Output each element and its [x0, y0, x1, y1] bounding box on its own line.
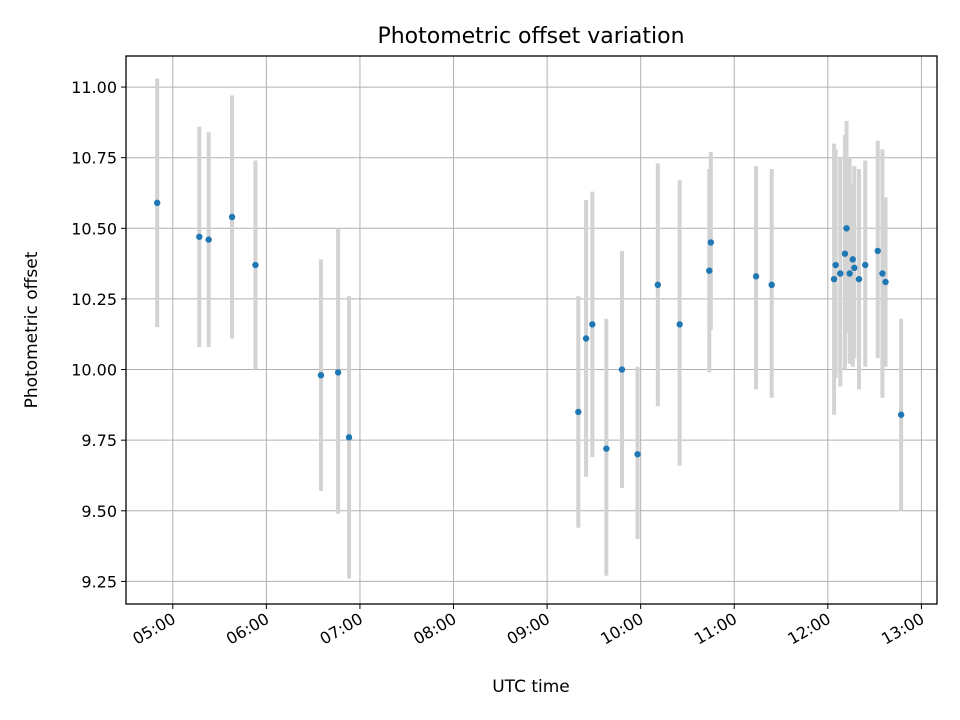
x-tick-label: 05:00: [129, 609, 178, 649]
data-point: [334, 369, 342, 376]
data-point: [851, 264, 858, 272]
data-point: [843, 225, 850, 232]
y-tick-label: 10.25: [71, 290, 117, 309]
data-point: [874, 247, 881, 255]
x-tick-label: 13:00: [878, 609, 927, 649]
data-point: [830, 275, 838, 283]
data-point: [228, 213, 236, 221]
y-tick-label: 9.25: [81, 572, 117, 591]
data-point: [897, 411, 905, 418]
y-tick-label: 10.75: [71, 149, 117, 168]
data-point: [846, 270, 853, 277]
data-point: [862, 261, 869, 269]
errorbar-layer: [155, 78, 904, 579]
data-point: [196, 233, 203, 240]
x-tick-label: 11:00: [691, 609, 740, 649]
data-point: [582, 335, 590, 342]
y-tick-label: 10.00: [71, 361, 117, 380]
x-tick-label: 10:00: [597, 609, 646, 649]
y-axis-label: Photometric offset: [22, 251, 42, 408]
chart-title: Photometric offset variation: [377, 24, 684, 49]
x-tick-label: 09:00: [504, 609, 553, 649]
data-point: [317, 371, 325, 379]
x-tick-label: 07:00: [317, 609, 366, 649]
data-point: [768, 281, 775, 289]
plot-frame: [125, 55, 938, 605]
data-point: [603, 445, 610, 452]
data-point: [654, 281, 662, 289]
data-point: [706, 267, 713, 274]
data-point: [841, 250, 849, 257]
data-point: [879, 270, 886, 277]
data-point: [676, 321, 683, 328]
data-point: [153, 199, 161, 207]
data-point: [345, 434, 353, 441]
data-point: [752, 273, 760, 280]
x-axis-label: UTC time: [492, 677, 570, 697]
x-tick-label: 06:00: [223, 609, 272, 649]
x-tick-label: 08:00: [410, 609, 459, 649]
data-point: [575, 408, 582, 416]
data-point: [849, 256, 856, 263]
data-point: [855, 275, 863, 283]
data-point: [882, 278, 889, 286]
x-tick-label: 12:00: [784, 609, 833, 649]
data-point: [837, 270, 844, 277]
data-point: [252, 261, 259, 269]
y-tick-label: 9.50: [81, 502, 117, 521]
data-point: [618, 366, 626, 373]
y-tick-label: 10.50: [71, 219, 117, 238]
data-point: [589, 321, 596, 328]
point-layer: [153, 199, 905, 458]
y-tick-label: 9.75: [81, 431, 117, 450]
data-point: [707, 239, 715, 246]
data-point: [634, 451, 641, 458]
data-point: [205, 236, 212, 243]
y-tick-label: 11.00: [71, 78, 117, 97]
x-axis-ticks: 05:00 06:00 07:00 08:00 09:00 10:00 11:00 12:00…: [129, 604, 927, 649]
grid-layer: [126, 56, 937, 604]
y-axis-ticks: 9.25 9.50 9.75 10.00 10.25 10.50 10.75 11.00: [71, 78, 126, 591]
data-point: [832, 261, 839, 269]
